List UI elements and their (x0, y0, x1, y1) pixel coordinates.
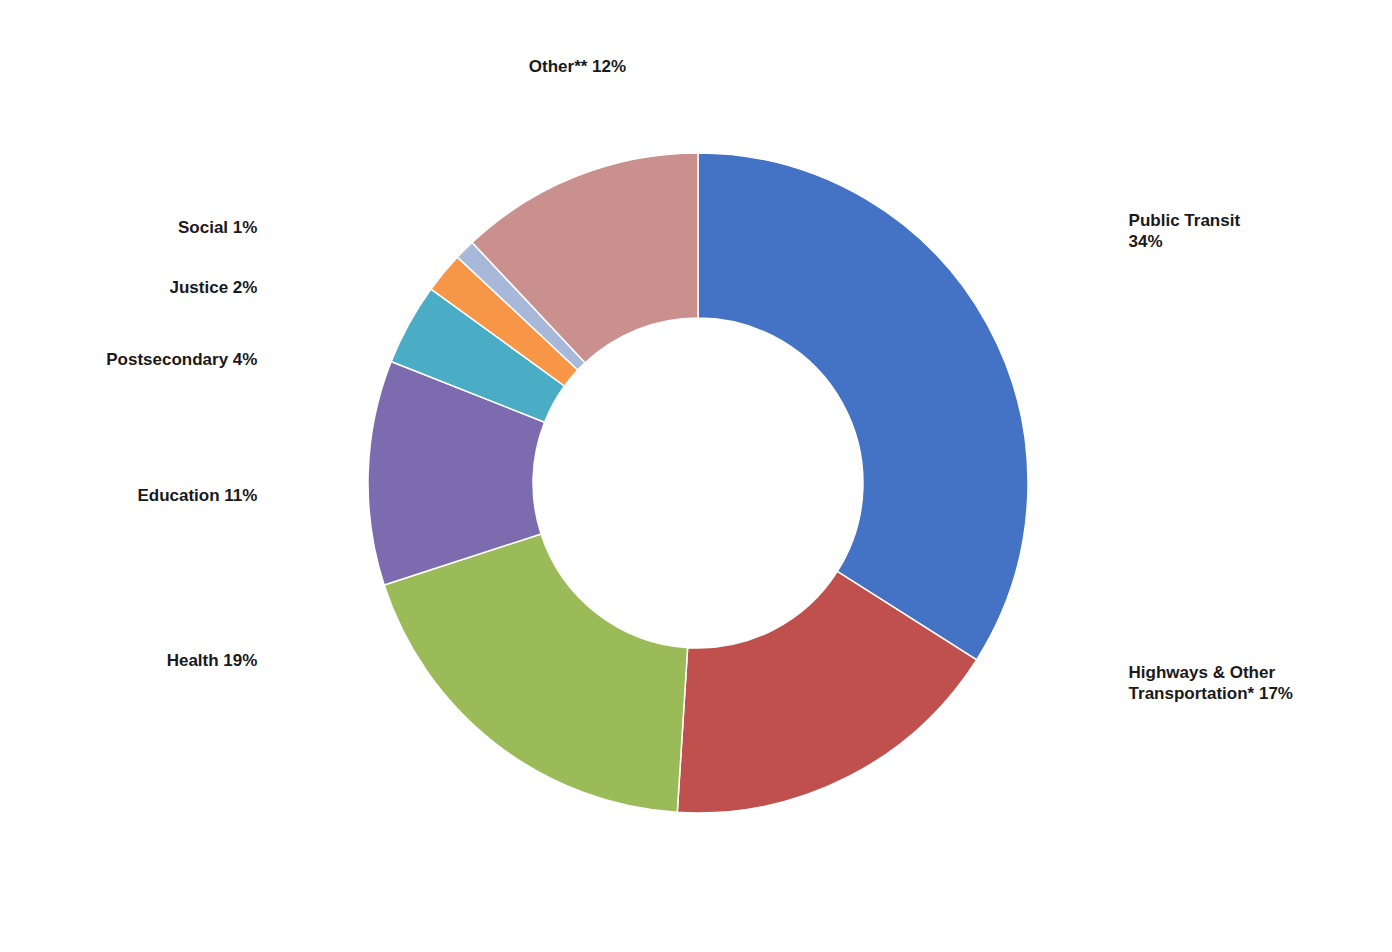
svg-text:Highways & OtherTransportation: Highways & OtherTransportation* 17% (1129, 663, 1293, 703)
svg-text:Social 1%: Social 1% (178, 218, 257, 237)
svg-text:Postsecondary 4%: Postsecondary 4% (106, 350, 257, 369)
svg-text:Education 11%: Education 11% (137, 485, 257, 504)
svg-text:Public Transit34%: Public Transit34% (1129, 211, 1241, 251)
svg-text:Health 19%: Health 19% (167, 650, 258, 669)
svg-text:Justice 2%: Justice 2% (170, 277, 258, 296)
svg-text:Other** 12%: Other** 12% (529, 56, 626, 75)
